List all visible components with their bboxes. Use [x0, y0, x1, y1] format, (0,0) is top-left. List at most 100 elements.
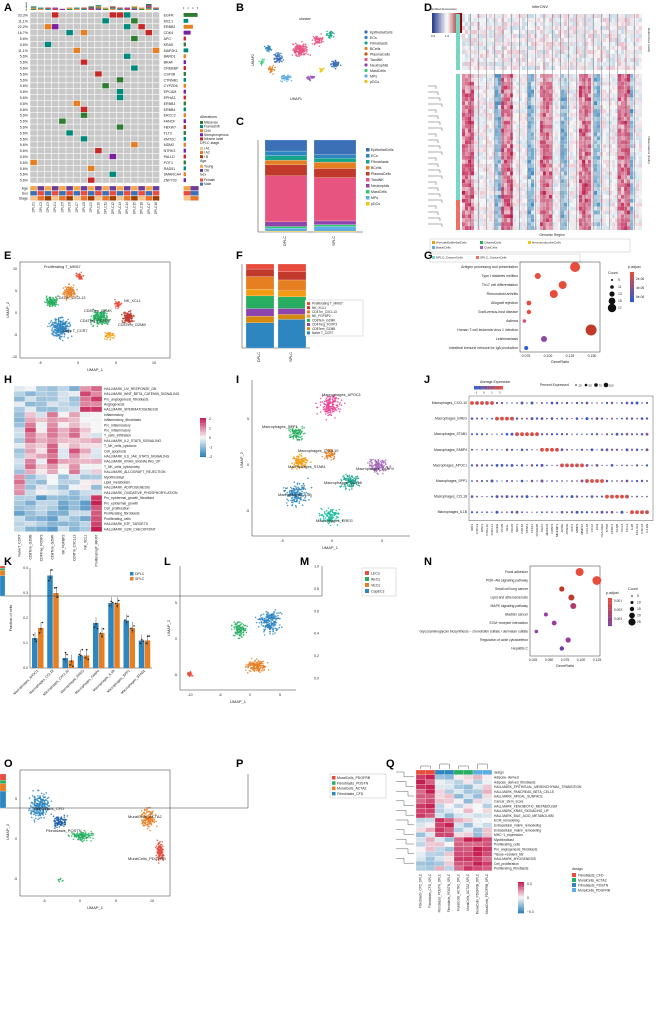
observation-heatmap-cell: [480, 155, 483, 160]
observation-heatmap-cell: [594, 144, 597, 149]
observation-heatmap-cell: [564, 175, 567, 180]
observation-heatmap-cell: [627, 124, 630, 129]
umap-point: [278, 55, 280, 58]
observation-heatmap-cell: [552, 93, 555, 98]
observation-heatmap-cell: [609, 214, 612, 219]
observation-heatmap-cell: [489, 97, 492, 102]
observation-heatmap-cell: [462, 105, 465, 110]
reference-heatmap-cell: [624, 50, 627, 54]
reference-heatmap-cell: [612, 50, 615, 54]
observation-heatmap-cell: [585, 194, 588, 199]
legend-swatch: [200, 125, 203, 129]
observation-heatmap-cell: [516, 89, 519, 94]
observation-heatmap-cell: [546, 109, 549, 113]
observation-heatmap-cell: [471, 97, 474, 102]
reference-heatmap-cell: [636, 38, 639, 42]
reference-heatmap-cell: [588, 62, 591, 66]
observation-heatmap-cell: [603, 89, 606, 94]
observation-heatmap-cell: [465, 218, 468, 223]
umap-point: [65, 295, 67, 298]
reference-heatmap-cell: [537, 42, 540, 46]
empty-cell: [87, 71, 95, 77]
panel-label-a: A: [4, 2, 12, 14]
reference-heatmap-cell: [504, 34, 507, 38]
annotation-cell: [145, 196, 153, 201]
dendrogram-branch: [428, 187, 439, 191]
observation-heatmap-cell: [594, 85, 597, 90]
empty-cell: [80, 142, 88, 148]
empty-cell: [116, 18, 124, 24]
observation-heatmap-cell: [639, 191, 642, 195]
reference-heatmap-cell: [510, 14, 513, 18]
reference-heatmap-cell: [489, 58, 492, 62]
observation-heatmap-cell: [519, 97, 522, 102]
observation-heatmap-cell: [639, 183, 642, 188]
reference-heatmap-cell: [570, 58, 573, 62]
legend-dot: [364, 79, 368, 84]
observation-heatmap-cell: [525, 175, 528, 180]
reference-heatmap-cell: [564, 34, 567, 38]
reference-heatmap-cell: [546, 62, 549, 66]
observation-heatmap-cell: [630, 97, 633, 102]
observation-heatmap-cell: [615, 136, 618, 141]
reference-heatmap-cell: [588, 42, 591, 46]
empty-cell: [116, 71, 124, 77]
observation-heatmap-cell: [513, 163, 516, 168]
observation-heatmap-cell: [579, 81, 582, 86]
empty-cell: [152, 177, 160, 183]
observation-heatmap-cell: [474, 120, 477, 125]
reference-heatmap-cell: [495, 54, 498, 58]
observation-heatmap-cell: [627, 159, 630, 164]
observation-heatmap-cell: [543, 152, 546, 156]
observation-heatmap-cell: [609, 206, 612, 211]
observation-heatmap-cell: [468, 89, 471, 94]
observation-heatmap-cell: [483, 109, 486, 113]
observation-heatmap-cell: [504, 226, 507, 230]
empty-cell: [109, 59, 117, 65]
umap-point: [45, 296, 48, 299]
observation-heatmap-cell: [612, 198, 615, 203]
colorbar-tick: 1.1: [459, 34, 464, 38]
observation-heatmap-cell: [516, 132, 519, 137]
observation-heatmap-cell: [522, 77, 525, 82]
observation-heatmap-cell: [486, 167, 489, 172]
umap-point: [263, 58, 265, 60]
reference-heatmap-cell: [579, 42, 582, 46]
empty-cell: [109, 41, 117, 48]
observation-heatmap-cell: [483, 167, 486, 172]
observation-heatmap-cell: [549, 144, 552, 149]
observation-heatmap-cell: [519, 187, 522, 191]
reference-heatmap-cell: [540, 34, 543, 38]
observation-heatmap-cell: [579, 171, 582, 176]
reference-heatmap-cell: [621, 62, 624, 66]
empty-cell: [80, 35, 88, 42]
observation-heatmap-cell: [528, 120, 531, 125]
observation-heatmap-cell: [471, 191, 474, 195]
umap-point: [301, 40, 303, 43]
observation-heatmap-cell: [552, 105, 555, 110]
reference-heatmap-cell: [465, 58, 468, 62]
observation-heatmap-cell: [540, 113, 543, 117]
reference-heatmap-cell: [525, 34, 528, 38]
reference-heatmap-cell: [528, 18, 531, 22]
empty-cell: [109, 24, 117, 30]
observation-heatmap-cell: [555, 136, 558, 141]
observation-heatmap-cell: [594, 179, 597, 184]
observation-heatmap-cell: [471, 202, 474, 207]
observation-heatmap-cell: [525, 218, 528, 223]
right-freq-bar: [183, 36, 186, 41]
right-freq-bar: [183, 142, 186, 147]
observation-heatmap-cell: [633, 120, 636, 125]
observation-heatmap-cell: [603, 152, 606, 156]
sample-label: DPLC6: [68, 202, 72, 213]
colorbar-step: [450, 13, 452, 33]
observation-heatmap-cell: [609, 101, 612, 106]
observation-heatmap-cell: [564, 206, 567, 211]
umap-point: [44, 301, 46, 304]
empty-cell: [44, 30, 52, 36]
observation-heatmap-cell: [501, 155, 504, 160]
observation-heatmap-cell: [540, 179, 543, 184]
annotation-cell: [145, 186, 153, 191]
reference-heatmap-cell: [576, 30, 579, 34]
empty-cell: [37, 65, 45, 71]
